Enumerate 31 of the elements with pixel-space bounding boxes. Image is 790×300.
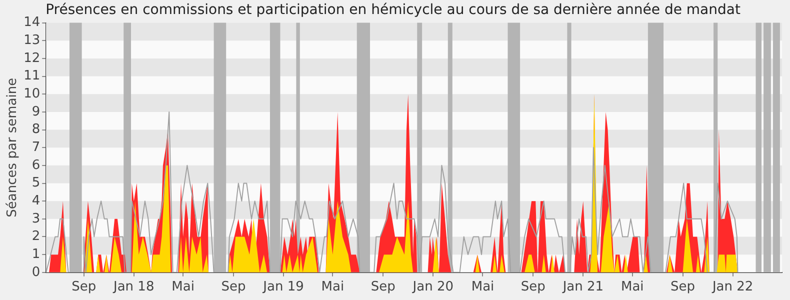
y-tick-label: 8 [32, 122, 40, 138]
y-tick-label: 0 [32, 264, 40, 280]
y-tick-label: 14 [24, 15, 40, 30]
x-tick-label: Mai [620, 280, 644, 295]
x-tick-label: Mai [172, 280, 194, 295]
y-tick-label: 2 [32, 229, 40, 244]
y-tick-label: 9 [32, 104, 40, 120]
y-tick-label: 4 [32, 193, 40, 208]
chart-title: Présences en commissions et participation en hémicycle au cours de sa dernière année de mandat [46, 2, 741, 18]
x-tick-label: Jan 18 [112, 280, 154, 295]
y-tick-label: 13 [24, 33, 40, 48]
x-tick-label: Jan 20 [412, 280, 454, 295]
x-tick-label: Sep [221, 280, 246, 295]
x-tick-label: Sep [370, 280, 396, 295]
x-tick-label: Jan 22 [711, 280, 754, 295]
x-tick-label: Sep [72, 280, 96, 295]
y-tick-label: 1 [32, 246, 40, 262]
x-tick-label: Sep [670, 280, 696, 295]
y-tick-label: 5 [32, 176, 40, 191]
x-tick-label: Jan 21 [562, 280, 604, 295]
x-tick-label: Jan 19 [262, 280, 304, 295]
y-tick-label: 7 [32, 140, 40, 155]
y-tick-label: 3 [32, 211, 40, 226]
x-tick-label: Sep [520, 280, 546, 295]
y-axis-title: Séances par semaine [5, 78, 20, 218]
y-tick-label: 12 [24, 50, 40, 66]
x-tick-label: Mai [471, 280, 494, 295]
x-tick-label: Mai [321, 280, 344, 295]
y-tick-label: 11 [24, 68, 40, 84]
y-tick-label: 6 [32, 158, 40, 173]
y-tick-label: 10 [24, 86, 40, 102]
